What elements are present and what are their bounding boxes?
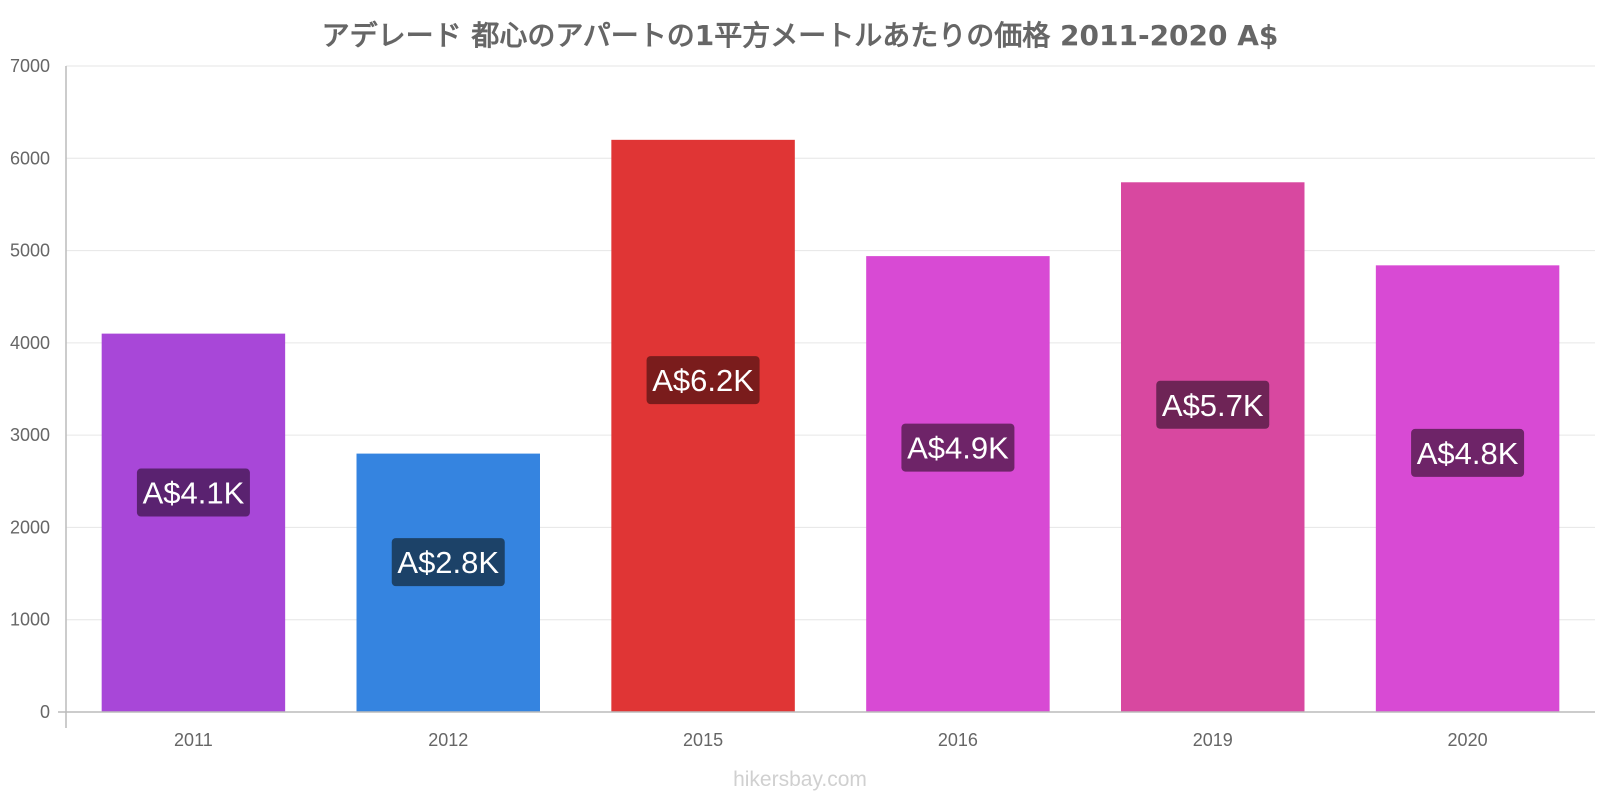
y-tick-label: 6000	[10, 148, 50, 168]
x-tick-label: 2020	[1448, 730, 1488, 750]
y-tick-label: 4000	[10, 333, 50, 353]
bar	[1121, 182, 1305, 712]
data-label: A$5.7K	[1162, 388, 1264, 423]
gridlines	[66, 65, 1595, 621]
watermark: hikersbay.com	[733, 768, 867, 791]
chart-title: アデレード 都心のアパートの1平方メートルあたりの価格 2011-2020 A$	[321, 19, 1279, 52]
x-tick-label: 2016	[938, 730, 978, 750]
x-tick-label: 2015	[683, 730, 723, 750]
y-tick-label: 3000	[10, 425, 50, 445]
data-label: A$4.1K	[143, 476, 245, 511]
y-tick-label: 0	[40, 702, 50, 722]
x-tick-label: 2012	[428, 730, 468, 750]
data-label-background	[391, 538, 505, 587]
y-tick-label: 1000	[10, 610, 50, 630]
bar	[101, 333, 286, 712]
data-label: A$4.8K	[1417, 436, 1519, 471]
data-labels: A$4.1K A$2.8K A$6.2K A$4.9K A$5.7K A$4.8K	[136, 356, 1525, 587]
bars	[101, 139, 1560, 713]
data-label: A$4.9K	[907, 431, 1009, 466]
y-tick-label: 7000	[10, 56, 50, 76]
data-label-background	[901, 423, 1015, 472]
data-label-background	[136, 468, 250, 517]
axes: 0 1000 2000 3000 4000 5000 6000 7000 2011 2012 201…	[10, 56, 1595, 750]
data-label-background	[646, 356, 760, 405]
data-label: A$6.2K	[652, 363, 754, 398]
data-label: A$2.8K	[397, 545, 499, 580]
data-label-background	[1411, 428, 1525, 477]
x-tick-label: 2019	[1193, 730, 1233, 750]
y-tick-label: 2000	[10, 517, 50, 537]
bar	[866, 256, 1050, 712]
bar	[611, 139, 795, 713]
y-tick-label: 5000	[10, 241, 50, 261]
bar	[1375, 265, 1560, 712]
bar-chart: 0 1000 2000 3000 4000 5000 6000 7000 2011 2012 201…	[10, 56, 1595, 750]
x-tick-label: 2011	[174, 730, 213, 750]
data-label-background	[1156, 380, 1270, 429]
